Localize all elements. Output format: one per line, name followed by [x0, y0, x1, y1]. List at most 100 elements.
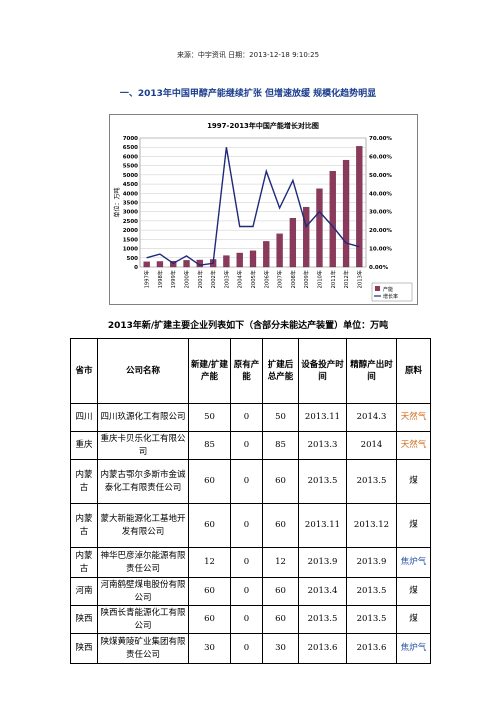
y-tick-label: 6000	[123, 154, 138, 160]
table-cell: 60	[262, 577, 299, 606]
column-header: 省市	[70, 338, 98, 404]
table-cell: 内蒙古	[70, 547, 98, 578]
table-cell: 50	[188, 403, 231, 432]
y-tick-label: 1000	[123, 247, 138, 253]
table-cell: 60	[188, 459, 231, 504]
table-cell: 内蒙古	[70, 459, 98, 504]
x-tick-label: 2006年	[262, 270, 270, 288]
table-cell: 内蒙古	[70, 503, 98, 548]
table-cell: 天然气	[396, 431, 431, 460]
y2-tick-label: 10.00%	[369, 247, 392, 253]
table-cell: 陕煤黄陵矿业集团有限责任公司	[97, 633, 189, 664]
bar-2010年	[316, 188, 323, 268]
x-tick-label: 1997年	[143, 270, 151, 288]
table-cell: 0	[230, 577, 263, 606]
table-cell: 60	[188, 577, 231, 606]
chart-title: 1997-2013年中国产能增长对比图	[207, 121, 319, 130]
capacity-growth-chart: 1997-2013年中国产能增长对比图 单位：万吨 0 500 1000 1500 20…	[109, 114, 418, 305]
bar-2009年	[303, 206, 310, 268]
table-cell: 2013.5	[346, 577, 397, 606]
y2-tick-label: 30.00%	[369, 210, 392, 216]
table-row: 内蒙古 内蒙古鄂尔多斯市金诚泰化工有限责任公司 60 0 60 2013.5 2013.5 煤	[70, 459, 431, 504]
x-tick-label: 2000年	[183, 270, 191, 288]
table-cell: 2013.11	[298, 503, 347, 548]
table-cell: 2013.6	[298, 633, 347, 664]
legend-swatch-bar	[375, 286, 380, 291]
table-cell: 2013.11	[298, 403, 347, 432]
table-cell: 12	[262, 547, 299, 578]
y-tick-label: 5500	[123, 164, 138, 170]
table-cell: 2013.4	[298, 577, 347, 606]
table-cell: 85	[188, 431, 231, 460]
table-row: 内蒙古 神华巴彦淖尔能源有限责任公司 12 0 12 2013.9 2013.9 焦炉气	[70, 547, 431, 578]
legend-label-capacity: 产能	[383, 286, 393, 293]
bar-2011年	[329, 171, 336, 268]
y-tick-label: 6500	[123, 145, 138, 151]
bar-2006年	[263, 241, 270, 268]
chart-y-axis-label: 单位：万吨	[113, 187, 121, 217]
column-header: 公司名称	[97, 338, 189, 404]
y2-tick-label: 20.00%	[369, 228, 392, 234]
table-cell: 2013.6	[346, 633, 397, 664]
table-cell: 2013.9	[298, 547, 347, 578]
bar-2004年	[236, 252, 243, 268]
y-tick-label: 2000	[123, 228, 138, 234]
column-header: 原有产能	[230, 338, 263, 404]
table-cell: 河南	[70, 577, 98, 606]
x-tick-label: 2007年	[276, 270, 284, 288]
table-row: 四川 四川玖源化工有限公司 50 0 50 2013.11 2014.3 天然气	[70, 403, 431, 432]
table-cell: 12	[188, 547, 231, 578]
x-tick-label: 2011年	[329, 270, 337, 288]
table-cell: 河南鹤壁煤电股份有限公司	[97, 577, 189, 606]
table-cell: 焦炉气	[396, 547, 431, 578]
y-tick-label: 3000	[123, 210, 138, 216]
table-row: 陕西 陕西长青能源化工有限公司 60 0 60 2013.5 2013.5 煤	[70, 605, 431, 634]
table-cell: 神华巴彦淖尔能源有限责任公司	[97, 547, 189, 578]
bar-2008年	[289, 218, 297, 268]
table-row: 河南 河南鹤壁煤电股份有限公司 60 0 60 2013.4 2013.5 煤	[70, 577, 431, 606]
table-cell: 煤	[396, 605, 431, 634]
column-header: 扩建后总产能	[262, 338, 299, 404]
table-cell: 陕西	[70, 605, 98, 634]
y-tick-label: 5000	[123, 173, 138, 179]
column-header: 设备投产时间	[298, 338, 347, 404]
bar-2012年	[342, 159, 350, 268]
y2-tick-label: 70.00%	[369, 136, 392, 142]
table-cell: 2013.5	[298, 605, 347, 634]
table-cell: 煤	[396, 577, 431, 606]
x-tick-label: 2005年	[249, 270, 257, 288]
table-cell: 天然气	[396, 403, 431, 432]
legend-box	[371, 282, 413, 302]
section-heading: 一、2013年中国甲醇产能继续扩张 但增速放缓 规模化趋势明显	[119, 89, 377, 99]
table-title: 2013年新/扩建主要企业列表如下（含部分未能达产装置）单位：万吨	[107, 321, 389, 331]
table-cell: 0	[230, 633, 263, 664]
bar-1997年	[143, 261, 150, 268]
table-cell: 2014	[346, 431, 397, 460]
table-cell: 60	[262, 459, 299, 504]
bar-2013年	[356, 146, 363, 268]
y-tick-label: 1500	[123, 237, 138, 243]
table-cell: 陕西长青能源化工有限公司	[97, 605, 189, 634]
bar-2003年	[223, 255, 230, 268]
x-tick-label: 1999年	[169, 270, 177, 288]
y2-tick-label: 50.00%	[369, 173, 392, 179]
table-cell: 0	[230, 403, 263, 432]
column-header: 新建/扩建产能	[188, 338, 231, 404]
bar-2005年	[249, 250, 257, 268]
source-line: 来源：中宇资讯 日期：2013-12-18 9:10:25	[176, 51, 320, 59]
column-header: 原料	[396, 338, 431, 404]
growth-rate-line	[146, 147, 360, 266]
x-tick-label: 2012年	[342, 270, 350, 288]
y2-tick-label: 0.00%	[369, 265, 389, 271]
table-cell: 四川	[70, 403, 98, 432]
table-row: 重庆 重庆卡贝乐化工有限公司 85 0 85 2013.3 2014 天然气	[70, 431, 431, 460]
table-cell: 0	[230, 431, 263, 460]
table-cell: 2013.9	[346, 547, 397, 578]
table-cell: 60	[262, 503, 299, 548]
bar-1998年	[156, 261, 164, 268]
table-cell: 2013.5	[346, 459, 397, 504]
y2-tick-label: 60.00%	[369, 154, 392, 160]
y-tick-label: 500	[127, 256, 139, 262]
table-cell: 0	[230, 605, 263, 634]
chart-svg: 1997-2013年中国产能增长对比图 单位：万吨 0 500 1000 1500 20…	[113, 121, 413, 302]
